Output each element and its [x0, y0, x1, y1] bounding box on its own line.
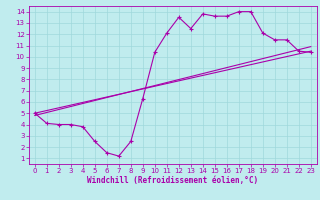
X-axis label: Windchill (Refroidissement éolien,°C): Windchill (Refroidissement éolien,°C)	[87, 176, 258, 185]
